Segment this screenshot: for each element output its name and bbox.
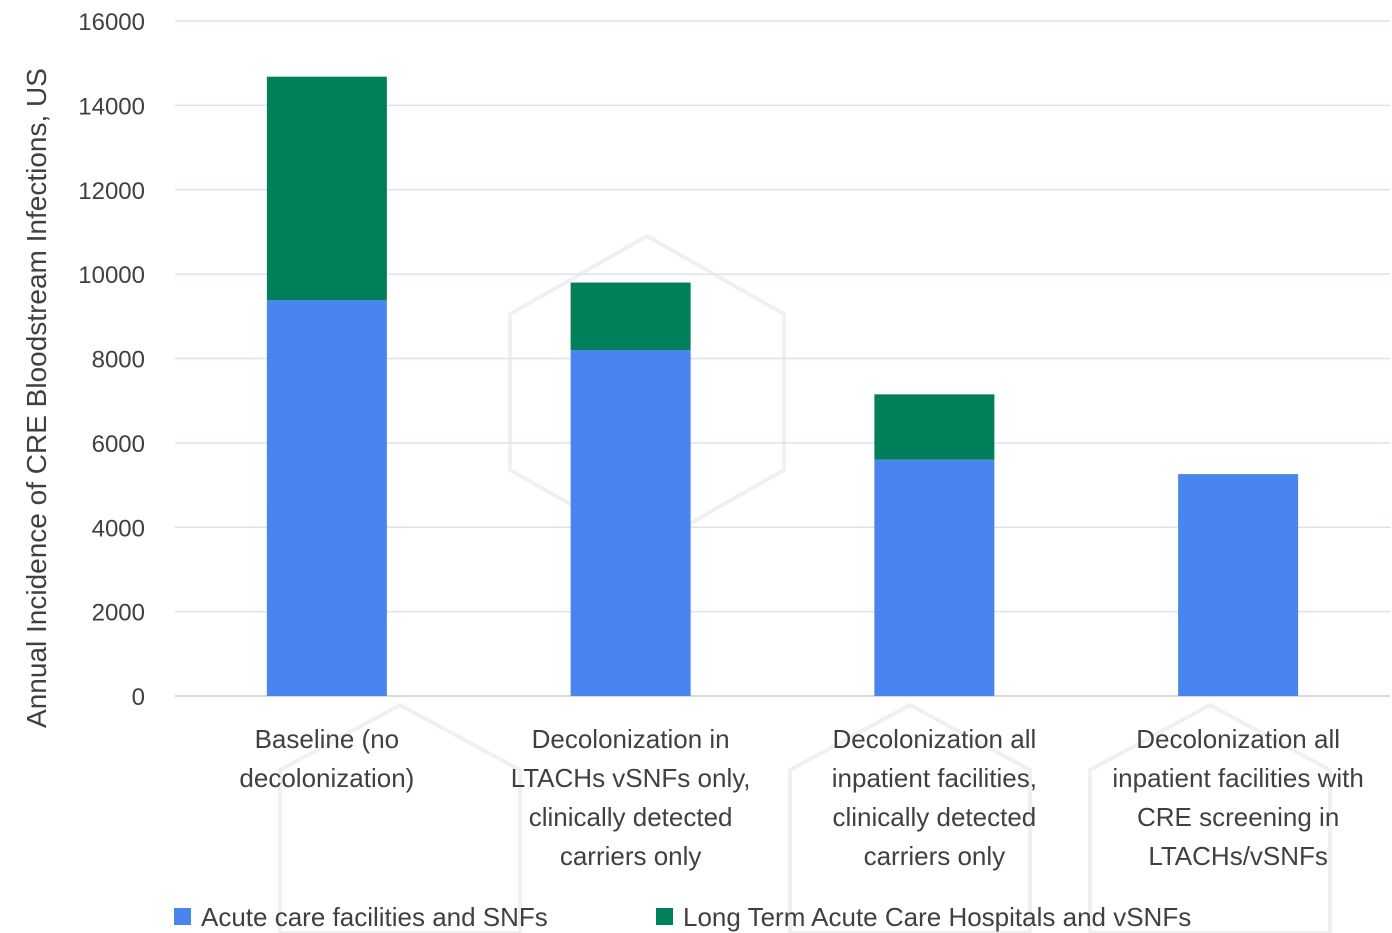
y-tick-label: 0 xyxy=(132,684,145,711)
y-tick-label: 10000 xyxy=(78,262,145,289)
y-tick-label: 8000 xyxy=(92,347,145,374)
legend-swatch xyxy=(174,908,191,925)
bars xyxy=(266,76,1299,696)
bar-segment-acute-care xyxy=(874,459,995,696)
y-tick-label: 6000 xyxy=(92,431,145,458)
y-tick-label: 2000 xyxy=(92,600,145,627)
y-tick-label: 16000 xyxy=(78,9,145,36)
bar-segment-ltach xyxy=(570,282,691,351)
bar-segment-acute-care xyxy=(1178,474,1299,696)
x-axis-labels: Baseline (no decolonization) Decolonizatio… xyxy=(239,724,1363,871)
x-category-label: Decolonization in LTACHs vSNFs only, clini… xyxy=(511,724,751,871)
legend: Acute care facilities and SNFs Long Term … xyxy=(174,902,1191,932)
legend-label: Acute care facilities and SNFs xyxy=(201,902,548,932)
bar-segment-ltach xyxy=(874,394,995,460)
y-tick-label: 12000 xyxy=(78,178,145,205)
bar-segment-ltach xyxy=(266,76,387,301)
y-axis-ticks: 0 2000 4000 6000 8000 10000 12000 14000 16000 xyxy=(78,9,145,711)
y-tick-label: 14000 xyxy=(78,93,145,120)
bar-segment-acute-care xyxy=(570,350,691,696)
y-axis-label: Annual Incidence of CRE Bloodstream Infe… xyxy=(21,68,52,728)
legend-swatch xyxy=(656,908,673,925)
x-category-label: Decolonization all inpatient facilities, c… xyxy=(832,724,1037,871)
legend-label: Long Term Acute Care Hospitals and vSNFs xyxy=(683,902,1191,932)
y-tick-label: 4000 xyxy=(92,515,145,542)
x-category-label: Baseline (no decolonization) xyxy=(239,724,414,793)
x-category-label: Decolonization all inpatient facilities w… xyxy=(1112,724,1363,871)
bar-segment-acute-care xyxy=(266,300,387,696)
